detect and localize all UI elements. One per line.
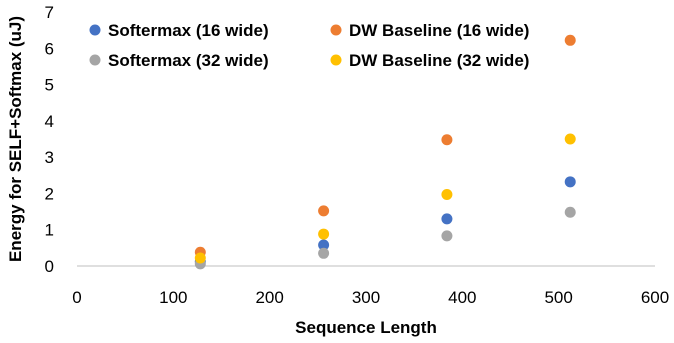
data-point-series-4 bbox=[441, 189, 453, 201]
x-tick-label: 100 bbox=[159, 288, 187, 307]
x-tick-label: 0 bbox=[72, 288, 81, 307]
y-axis: 0 1 2 3 4 5 6 7 bbox=[45, 3, 54, 276]
y-tick-label: 0 bbox=[45, 257, 54, 276]
x-tick-label: 400 bbox=[448, 288, 476, 307]
x-tick-label: 200 bbox=[255, 288, 283, 307]
x-tick-label: 500 bbox=[544, 288, 572, 307]
y-tick-label: 3 bbox=[45, 148, 54, 167]
y-tick-label: 5 bbox=[45, 76, 54, 95]
y-tick-label: 4 bbox=[45, 112, 54, 131]
y-tick-label: 1 bbox=[45, 221, 54, 240]
legend-label: Softermax (32 wide) bbox=[108, 51, 269, 70]
data-point-series-4 bbox=[194, 252, 206, 264]
x-axis-title: Sequence Length bbox=[295, 318, 437, 337]
data-point-series-1 bbox=[564, 176, 576, 188]
data-point-series-1 bbox=[318, 239, 330, 251]
data-points bbox=[194, 34, 576, 270]
legend-item: Softermax (32 wide) bbox=[89, 51, 269, 70]
legend-label: DW Baseline (16 wide) bbox=[349, 21, 529, 40]
data-point-series-2 bbox=[318, 205, 330, 217]
legend-item: DW Baseline (16 wide) bbox=[330, 21, 529, 40]
legend-marker bbox=[89, 54, 101, 66]
data-point-series-3 bbox=[318, 247, 330, 259]
x-axis: 0 100 200 300 400 500 600 bbox=[72, 265, 669, 307]
data-point-series-4 bbox=[564, 133, 576, 145]
y-axis-title: Energy for SELF+Softmax (uJ) bbox=[6, 16, 25, 262]
legend-marker bbox=[330, 54, 342, 66]
legend-marker bbox=[330, 24, 342, 36]
x-tick-label: 600 bbox=[641, 288, 669, 307]
legend-label: DW Baseline (32 wide) bbox=[349, 51, 529, 70]
data-point-series-1 bbox=[441, 213, 453, 225]
legend-item: Softermax (16 wide) bbox=[89, 21, 269, 40]
data-point-series-4 bbox=[318, 228, 330, 240]
data-point-series-3 bbox=[564, 206, 576, 218]
data-point-series-3 bbox=[441, 230, 453, 242]
data-point-series-2 bbox=[441, 134, 453, 146]
y-tick-label: 7 bbox=[45, 3, 54, 22]
legend: Softermax (16 wide) DW Baseline (16 wide)… bbox=[89, 21, 529, 70]
legend-label: Softermax (16 wide) bbox=[108, 21, 269, 40]
legend-item: DW Baseline (32 wide) bbox=[330, 51, 529, 70]
x-tick-label: 300 bbox=[352, 288, 380, 307]
legend-marker bbox=[89, 24, 101, 36]
y-tick-label: 6 bbox=[45, 39, 54, 58]
data-point-series-2 bbox=[564, 34, 576, 46]
y-tick-label: 2 bbox=[45, 184, 54, 203]
